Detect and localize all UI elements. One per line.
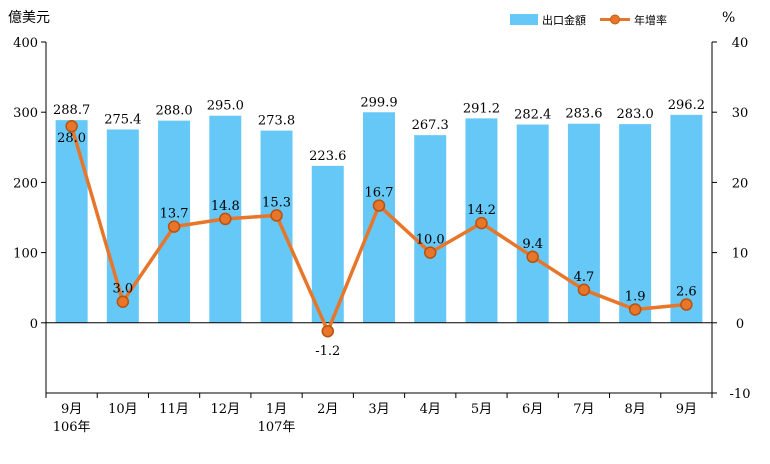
bar-value-label-10: 283.6	[565, 107, 602, 122]
bar-5	[311, 165, 344, 323]
right-tick-label-1: 30	[732, 106, 749, 121]
left-tick-label-4: 0	[30, 317, 38, 332]
rate-value-label-6: 16.7	[365, 186, 394, 201]
bar-value-label-0: 288.7	[53, 103, 90, 118]
x-label-10: 7月	[573, 402, 594, 417]
legend-bar-label: 出口金額	[542, 13, 586, 27]
legend-bar-swatch	[510, 14, 538, 25]
rate-value-label-9: 9.4	[522, 237, 543, 252]
bar-value-label-4: 273.8	[258, 114, 295, 129]
x-label-1: 10月	[108, 402, 138, 417]
left-tick-label-3: 100	[13, 247, 38, 262]
right-tick-label-3: 10	[732, 247, 749, 262]
bar-value-label-11: 283.0	[617, 107, 654, 122]
bar-7	[414, 135, 447, 323]
x-label-2: 11月	[159, 402, 189, 417]
left-tick-label-0: 400	[13, 36, 38, 51]
rate-marker-8	[475, 216, 488, 230]
rate-marker-0	[65, 119, 78, 133]
x-label-11: 8月	[625, 402, 646, 417]
bar-9	[516, 124, 549, 323]
bar-4	[260, 130, 293, 323]
x-label-8: 5月	[471, 402, 492, 417]
rate-marker-10	[577, 283, 591, 297]
bar-12	[670, 114, 703, 323]
legend-line-marker	[610, 14, 620, 25]
rate-marker-4	[270, 209, 283, 222]
x-label-6: 3月	[368, 402, 389, 417]
bars-layer	[55, 112, 703, 323]
x-label-7: 4月	[420, 402, 441, 417]
line-layer	[65, 119, 693, 338]
year-label-0: 106年	[53, 420, 91, 435]
x-label-0: 9月	[61, 402, 82, 417]
bar-value-label-1: 275.4	[104, 112, 141, 127]
bar-value-label-5: 223.6	[309, 149, 346, 164]
rate-marker-6	[372, 199, 386, 212]
rate-value-label-8: 14.2	[467, 203, 496, 218]
x-label-12: 9月	[676, 402, 697, 417]
right-tick-label-5: -10	[730, 387, 751, 402]
rate-value-label-4: 15.3	[262, 195, 291, 210]
rate-marker-12	[680, 298, 693, 311]
bar-value-label-2: 288.0	[155, 104, 192, 119]
right-tick-label-0: 40	[732, 36, 749, 51]
x-label-4: 1月	[266, 402, 287, 417]
bar-1	[106, 129, 139, 323]
bar-0	[55, 120, 88, 323]
rate-marker-7	[423, 246, 437, 259]
rate-value-label-0: 28.0	[57, 131, 86, 146]
rate-value-label-7: 10.0	[416, 233, 445, 248]
rate-value-label-12: 2.6	[676, 285, 697, 300]
x-label-9: 6月	[522, 402, 543, 417]
labels-layer: 288.7 275.4 288.0 295.0 273.8 223.6 299.9 267.3…	[53, 95, 705, 359]
right-tick-label-2: 20	[732, 176, 749, 191]
rate-value-label-3: 14.8	[211, 199, 240, 214]
rate-marker-5	[321, 324, 335, 338]
bar-value-label-3: 295.0	[207, 99, 244, 114]
rate-marker-11	[628, 303, 642, 316]
rate-marker-9	[526, 250, 539, 264]
right-tick-label-4: 0	[736, 317, 744, 332]
year-label-4: 107年	[258, 420, 296, 435]
legend-line-label: 年增率	[634, 13, 667, 27]
rate-value-label-2: 13.7	[160, 207, 189, 222]
bar-value-label-12: 296.2	[668, 98, 705, 113]
rate-marker-3	[219, 212, 232, 226]
bar-value-label-6: 299.9	[360, 95, 397, 110]
rate-value-label-5: -1.2	[315, 344, 340, 359]
right-unit-label: %	[722, 10, 735, 26]
x-label-3: 12月	[211, 402, 241, 417]
rate-value-label-11: 1.9	[625, 289, 646, 304]
rate-marker-1	[116, 295, 130, 308]
left-tick-label-2: 200	[13, 176, 38, 191]
bar-value-label-9: 282.4	[514, 108, 551, 123]
left-tick-label-1: 300	[13, 106, 38, 121]
legend: 出口金額 年增率	[510, 13, 667, 27]
left-unit-label: 億美元	[8, 10, 50, 26]
rate-value-label-10: 4.7	[574, 270, 595, 285]
x-label-5: 2月	[317, 402, 338, 417]
bar-11	[619, 124, 652, 323]
rate-marker-2	[167, 220, 181, 233]
bar-value-label-7: 267.3	[412, 118, 449, 133]
rate-value-label-1: 3.0	[113, 282, 134, 297]
bar-value-label-8: 291.2	[463, 101, 500, 116]
